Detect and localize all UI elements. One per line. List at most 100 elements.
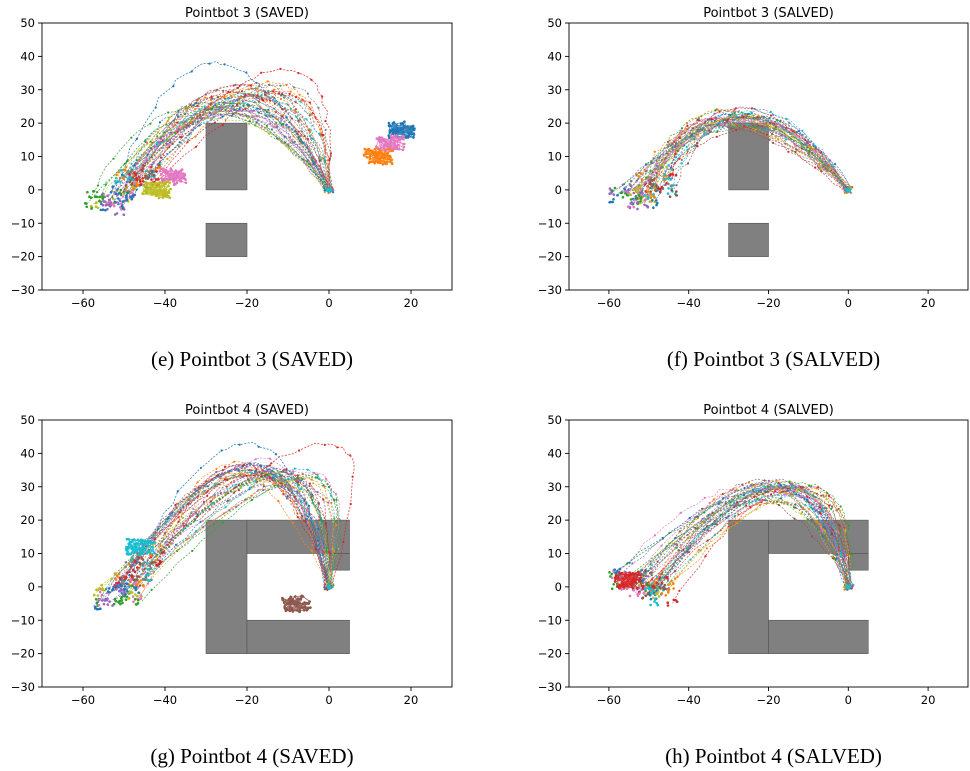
trajectory-point xyxy=(779,491,782,495)
trajectory-point xyxy=(171,142,174,145)
trajectory-point xyxy=(166,146,169,149)
trajectory-point xyxy=(257,445,260,448)
trajectory-point xyxy=(277,92,280,95)
trajectory xyxy=(125,99,326,190)
trajectory-point xyxy=(196,481,199,484)
trajectory-point xyxy=(233,460,236,463)
trajectory-point xyxy=(703,528,706,531)
cluster-point xyxy=(402,145,406,149)
y-tick-label: −10 xyxy=(11,613,35,627)
trajectory-point xyxy=(114,573,117,576)
trajectory-point xyxy=(284,141,287,144)
plot-area xyxy=(83,61,416,257)
trajectory-point xyxy=(795,135,798,138)
trajectory-point xyxy=(753,107,756,110)
trajectory-point xyxy=(130,584,133,588)
goal-point xyxy=(132,582,136,586)
goal-point xyxy=(133,578,136,582)
trajectory-point xyxy=(176,490,179,493)
cluster-point xyxy=(167,191,171,194)
trajectory-point xyxy=(163,532,166,535)
panel-f: Pointbot 3 (SALVED) −60 −40 −20 0 20 −30 −20 −10… xyxy=(538,6,969,371)
trajectory-point xyxy=(726,118,729,122)
trajectory-point xyxy=(289,90,292,93)
trajectory-point xyxy=(192,104,195,107)
trajectory-point xyxy=(296,516,299,519)
point-cluster-4 xyxy=(158,167,188,187)
cluster-point xyxy=(404,136,408,139)
obstacle-2 xyxy=(728,222,769,257)
cluster-point xyxy=(375,145,378,148)
cluster-point xyxy=(130,541,133,544)
trajectory-point xyxy=(310,549,313,552)
cluster-point xyxy=(628,583,632,586)
trajectory-point xyxy=(177,128,180,131)
trajectory xyxy=(148,468,335,588)
cluster-point xyxy=(303,601,306,604)
trajectory-point xyxy=(162,551,165,554)
trajectory-point xyxy=(265,465,269,468)
cluster-point xyxy=(150,184,154,188)
trajectory xyxy=(644,484,848,597)
trajectory-point xyxy=(680,158,683,161)
goal-point xyxy=(120,205,124,208)
trajectory-point xyxy=(158,164,161,167)
cluster-point xyxy=(399,128,403,132)
trajectory-point xyxy=(244,107,247,110)
goal-point xyxy=(121,601,124,605)
trajectory-point xyxy=(675,546,678,549)
trajectory-point xyxy=(769,114,773,117)
trajectory-point xyxy=(300,99,303,102)
trajectory-point xyxy=(122,195,125,198)
trajectory-point xyxy=(755,490,758,493)
goal-point xyxy=(635,173,638,176)
x-tick-label: 0 xyxy=(325,296,332,310)
trajectory-point xyxy=(218,106,221,109)
cluster-point xyxy=(292,600,295,604)
trajectory xyxy=(111,108,328,207)
point-cluster-2 xyxy=(375,134,406,153)
cluster-point xyxy=(385,160,389,164)
cluster-point xyxy=(307,602,310,605)
cluster-point xyxy=(184,181,188,184)
trajectories xyxy=(608,478,855,607)
trajectory-point xyxy=(336,446,339,449)
trajectory-point xyxy=(839,505,842,508)
trajectory-point xyxy=(701,517,704,520)
trajectory-point xyxy=(254,458,257,461)
trajectory-point xyxy=(843,588,846,591)
cluster-point xyxy=(294,595,297,598)
trajectory-point xyxy=(733,108,736,111)
trajectory-point xyxy=(693,144,696,148)
trajectory-point xyxy=(206,490,209,493)
trajectory-point xyxy=(728,502,732,506)
trajectory-point xyxy=(708,501,711,504)
goal-point xyxy=(157,178,160,181)
cluster-point xyxy=(174,178,177,181)
trajectory-point xyxy=(321,156,324,159)
cluster-point xyxy=(623,574,627,578)
trajectory-point xyxy=(825,498,828,501)
trajectory-point xyxy=(144,139,147,142)
cluster-point xyxy=(626,579,630,583)
goal-point xyxy=(648,181,652,185)
trajectory-point xyxy=(275,121,278,124)
trajectory-point xyxy=(211,497,215,500)
trajectory-point xyxy=(693,126,697,130)
y-tick-label: −10 xyxy=(538,216,562,230)
cluster-point xyxy=(402,137,405,141)
trajectory-point xyxy=(773,123,776,126)
trajectory-point xyxy=(290,472,293,475)
trajectory-point xyxy=(769,488,772,491)
goal-point xyxy=(636,207,639,211)
start-marker xyxy=(845,584,851,590)
trajectory-point xyxy=(260,71,263,74)
trajectory-point xyxy=(324,524,327,527)
trajectory-point xyxy=(203,105,206,108)
trajectory-point xyxy=(349,502,352,506)
goal-point xyxy=(116,188,119,191)
trajectory xyxy=(148,82,328,191)
trajectory xyxy=(93,117,330,205)
cluster-point xyxy=(380,136,384,139)
cluster-point xyxy=(297,609,301,613)
